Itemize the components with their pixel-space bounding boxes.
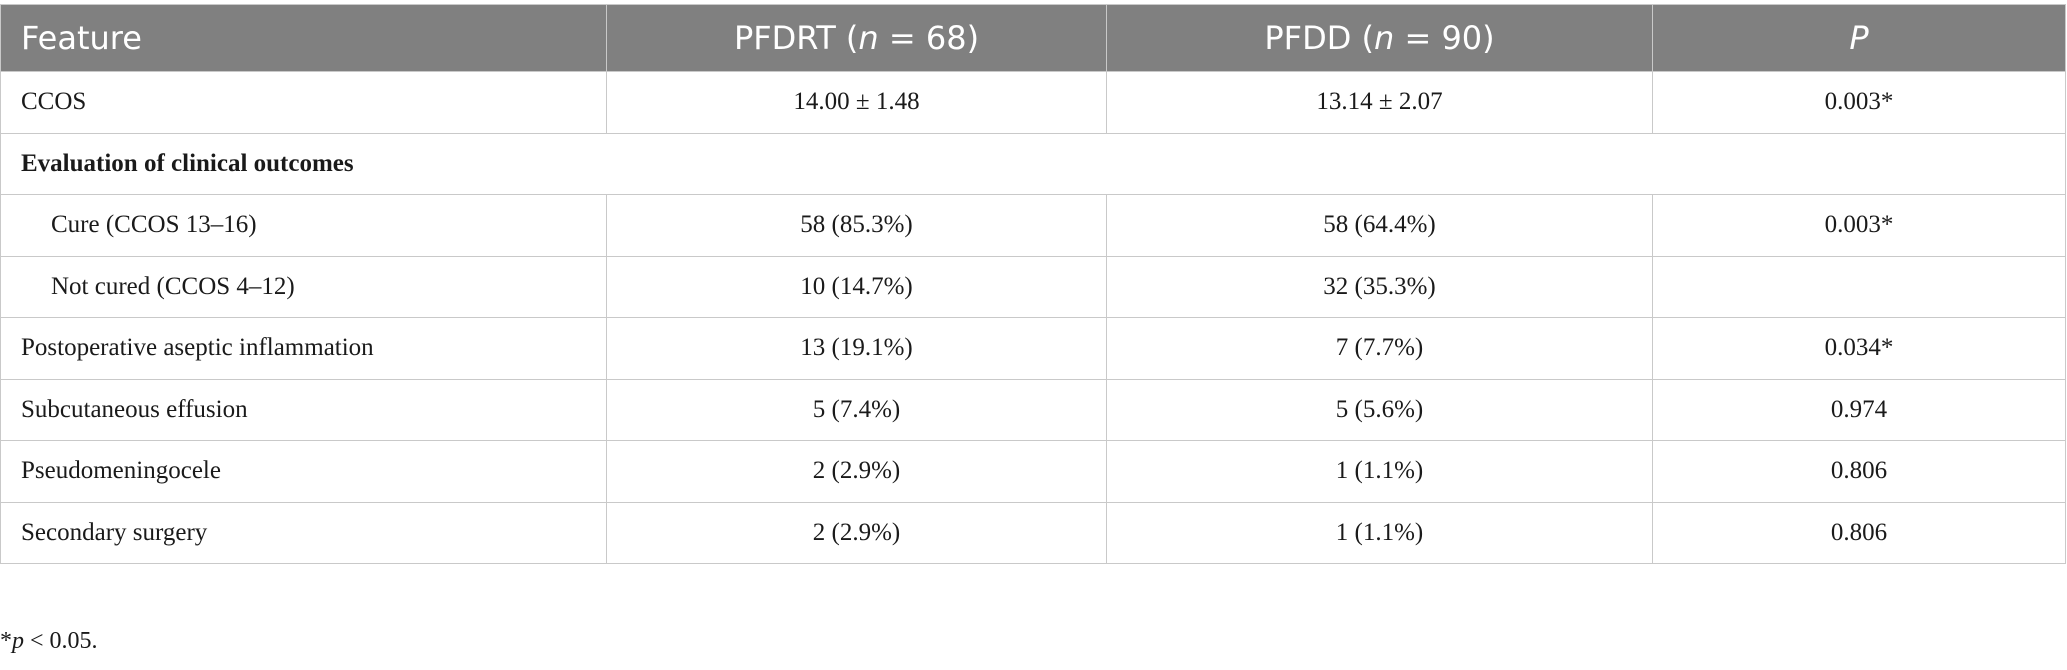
row-pfdrt: 14.00 ± 1.48 [606,71,1107,134]
row-pfdd: 58 (64.4%) [1106,194,1653,257]
row-p-value: 0.806 [1652,501,2066,564]
table-row: Cure (CCOS 13–16) 58 (85.3%) 58 (64.4%) … [0,194,2066,257]
header-pfdrt-name: PFDRT [733,19,836,57]
table-row: CCOS 14.00 ± 1.48 13.14 ± 2.07 0.003* [0,71,2066,134]
row-pfdd: 32 (35.3%) [1106,255,1653,318]
row-pfdrt: 2 (2.9%) [606,501,1107,564]
row-feature: CCOS [0,71,607,134]
table-footnote: *p < 0.05. [0,628,98,655]
row-p-value: 0.003* [1652,194,2066,257]
row-pfdrt: 5 (7.4%) [606,378,1107,441]
row-pfdd: 5 (5.6%) [1106,378,1653,441]
row-p-value: 0.974 [1652,378,2066,441]
row-feature: Pseudomeningocele [0,440,607,503]
section-heading: Evaluation of clinical outcomes [0,132,2066,195]
footnote-variable: p [12,628,24,654]
row-p-value: 0.003* [1652,71,2066,134]
row-feature: Postoperative aseptic inflammation [0,317,607,380]
row-pfdrt: 2 (2.9%) [606,440,1107,503]
row-feature: Not cured (CCOS 4–12) [0,255,607,318]
table-row: Not cured (CCOS 4–12) 10 (14.7%) 32 (35.… [0,255,2066,318]
table-row: Secondary surgery 2 (2.9%) 1 (1.1%) 0.80… [0,501,2066,564]
header-feature: Feature [0,4,607,72]
row-p-value: 0.806 [1652,440,2066,503]
row-pfdrt: 10 (14.7%) [606,255,1107,318]
row-p-value: 0.034* [1652,317,2066,380]
footnote-star: * [0,628,12,654]
row-pfdrt: 58 (85.3%) [606,194,1107,257]
header-pfdd-n: 90 [1441,19,1483,57]
header-p-value: P [1652,4,2066,72]
row-pfdd: 7 (7.7%) [1106,317,1653,380]
row-feature: Cure (CCOS 13–16) [0,194,607,257]
table-row: Pseudomeningocele 2 (2.9%) 1 (1.1%) 0.80… [0,440,2066,503]
row-pfdd: 13.14 ± 2.07 [1106,71,1653,134]
row-pfdd: 1 (1.1%) [1106,501,1653,564]
footnote-text: < 0.05. [24,628,98,654]
row-pfdrt: 13 (19.1%) [606,317,1107,380]
row-p-value [1652,255,2066,318]
row-feature: Subcutaneous effusion [0,378,607,441]
section-row: Evaluation of clinical outcomes [0,132,2066,195]
row-feature: Secondary surgery [0,501,607,564]
header-pfdd: PFDD (n = 90) [1106,4,1653,72]
outcomes-table: Feature PFDRT (n = 68) PFDD (n = 90) P C… [0,4,2066,564]
row-pfdd: 1 (1.1%) [1106,440,1653,503]
header-pfdrt-n: 68 [925,19,967,57]
header-row: Feature PFDRT (n = 68) PFDD (n = 90) P [0,4,2066,72]
table-row: Postoperative aseptic inflammation 13 (1… [0,317,2066,380]
table-row: Subcutaneous effusion 5 (7.4%) 5 (5.6%) … [0,378,2066,441]
header-pfdd-name: PFDD [1264,19,1352,57]
header-pfdrt: PFDRT (n = 68) [606,4,1107,72]
